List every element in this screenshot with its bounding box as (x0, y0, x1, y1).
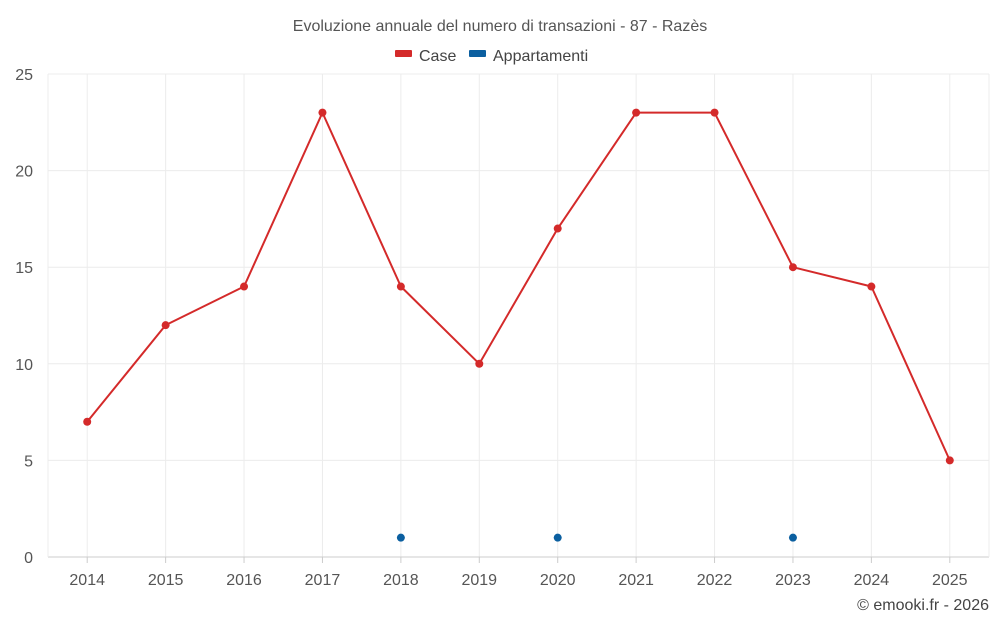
case-line-segment (86, 324, 167, 423)
series-appartamenti (396, 533, 797, 542)
y-tick-label: 10 (15, 357, 33, 374)
case-line-segment (478, 227, 559, 365)
x-tick-label: 2025 (932, 572, 968, 589)
case-line-segment (321, 111, 402, 288)
appartamenti-point-2020[interactable] (553, 533, 562, 542)
credit-text: © emooki.fr - 2026 (857, 597, 989, 614)
appartamenti-point-2023[interactable] (788, 533, 797, 542)
legend-label-appartamenti: Appartamenti (493, 48, 588, 65)
case-line-segment (556, 111, 638, 230)
series (83, 108, 954, 542)
case-point-2022[interactable] (710, 108, 719, 117)
series-case (83, 108, 954, 465)
case-line-segment (713, 111, 794, 269)
x-tick-label: 2020 (540, 572, 576, 589)
x-tick-label: 2022 (697, 572, 733, 589)
legend: Case Appartamenti (395, 48, 588, 65)
y-tick-label: 0 (24, 550, 33, 567)
case-point-2018[interactable] (396, 282, 405, 291)
x-tick-label: 2019 (461, 572, 497, 589)
chart-title: Evoluzione annuale del numero di transaz… (293, 18, 707, 35)
legend-swatch-case (395, 50, 412, 57)
legend-item-case[interactable]: Case (395, 48, 456, 65)
case-point-2019[interactable] (475, 359, 484, 368)
case-point-2017[interactable] (318, 108, 327, 117)
x-tick-label: 2018 (383, 572, 419, 589)
case-point-2025[interactable] (945, 456, 954, 465)
x-tick-label: 2016 (226, 572, 262, 589)
x-tick-label: 2021 (618, 572, 654, 589)
case-point-2016[interactable] (240, 282, 249, 291)
legend-item-appartamenti[interactable]: Appartamenti (469, 48, 588, 65)
case-point-2024[interactable] (867, 282, 876, 291)
legend-swatch-appartamenti (469, 50, 486, 57)
x-tick-label: 2015 (148, 572, 184, 589)
appartamenti-point-2018[interactable] (396, 533, 405, 542)
case-line-segment (243, 111, 324, 288)
case-point-2015[interactable] (161, 321, 170, 330)
x-tick-label: 2014 (69, 572, 105, 589)
case-point-2023[interactable] (788, 263, 797, 272)
x-tick-label: 2024 (854, 572, 890, 589)
case-point-2021[interactable] (632, 108, 641, 117)
grid (48, 73, 989, 557)
x-tick-label: 2017 (305, 572, 341, 589)
case-point-2020[interactable] (553, 224, 562, 233)
case-line-segment (399, 285, 481, 365)
y-tick-label: 15 (15, 260, 33, 277)
legend-label-case: Case (419, 48, 456, 65)
case-line-segment (791, 266, 873, 288)
case-point-2014[interactable] (83, 417, 92, 426)
x-tick-label: 2023 (775, 572, 811, 589)
y-tick-label: 25 (15, 67, 33, 84)
y-tick-label: 20 (15, 164, 33, 181)
case-line-segment (870, 285, 951, 462)
y-tick-label: 5 (24, 453, 33, 470)
case-line-segment (164, 285, 246, 327)
